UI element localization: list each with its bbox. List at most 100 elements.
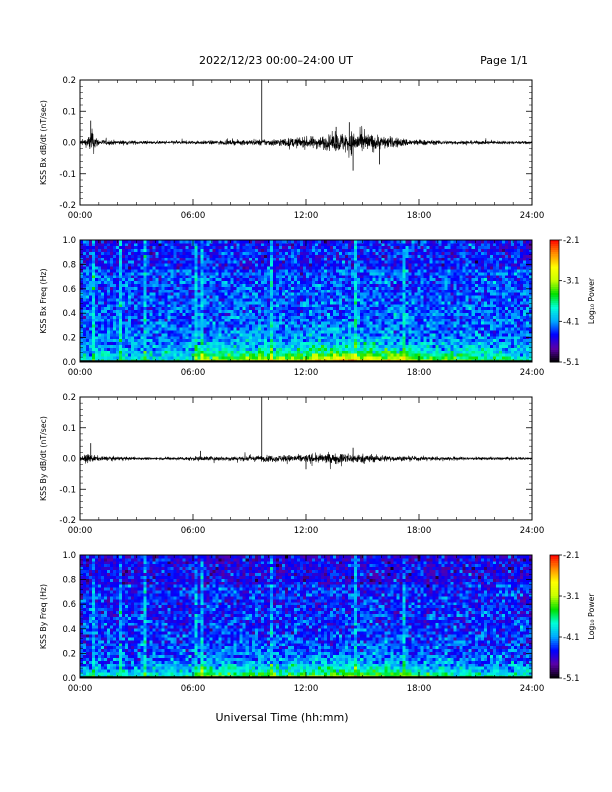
by-spectrogram-panel: 1.0 0.8 0.6 0.4 0.2 0.0 KSS By Freq (Hz) 00:00 0…: [39, 551, 596, 694]
colorbar-step: [550, 637, 559, 640]
colorbar-step: [550, 565, 559, 568]
colorbar-step: [550, 280, 559, 284]
colorbar-step: [550, 651, 559, 654]
colorbar-tick-label: -3.1: [563, 592, 580, 602]
colorbar-step: [550, 258, 559, 261]
colorbar-step: [550, 589, 559, 593]
y-tick-label: 0.0: [62, 674, 76, 684]
colorbar-step: [550, 321, 559, 324]
colorbar: -2.1 -3.1 -4.1 -5.1 Log₁₀ Power: [549, 551, 596, 684]
colorbar-step: [550, 313, 559, 316]
x-tick-label: 12:00: [294, 526, 319, 536]
y-tick-label: 0.0: [62, 358, 76, 368]
colorbar-step: [550, 598, 559, 601]
colorbar-step: [550, 288, 559, 292]
x-tick-label: 18:00: [407, 368, 432, 378]
colorbar-step: [550, 260, 559, 263]
x-tick-label: 00:00: [68, 684, 93, 694]
colorbar-step: [550, 323, 559, 326]
y-tick-label: 0.4: [62, 309, 76, 319]
x-tick-label: 24:00: [520, 526, 545, 536]
colorbar-step: [550, 268, 559, 271]
colorbar-step: [550, 665, 559, 669]
colorbar-step: [550, 242, 559, 245]
colorbar-step: [550, 240, 559, 243]
x-tick-label: 12:00: [294, 211, 319, 221]
colorbar-step: [550, 272, 559, 276]
x-tick-label: 24:00: [520, 368, 545, 378]
colorbar-step: [550, 250, 559, 253]
colorbar-tick-label: -4.1: [563, 633, 580, 643]
colorbar-step: [550, 585, 559, 589]
colorbar-step: [550, 659, 559, 663]
colorbar-step: [550, 626, 559, 630]
colorbar-tick-label: -5.1: [563, 674, 580, 684]
y-tick-label: 0.0: [62, 139, 76, 149]
colorbar-step: [550, 256, 559, 259]
colorbar-step: [550, 315, 559, 318]
colorbar-step: [550, 593, 559, 597]
colorbar-step: [550, 327, 559, 330]
colorbar-step: [550, 567, 559, 570]
colorbar-step: [550, 579, 559, 583]
colorbar-step: [550, 329, 559, 332]
colorbar-tick-label: -2.1: [563, 551, 580, 561]
colorbar-step: [550, 604, 559, 607]
x-tick-label: 18:00: [407, 684, 432, 694]
colorbar-step: [550, 301, 559, 304]
colorbar-step: [550, 254, 559, 257]
colorbar-step: [550, 669, 559, 673]
y-tick-label: 1.0: [62, 236, 76, 246]
page-number: Page 1/1: [480, 54, 528, 67]
y-tick-label: 1.0: [62, 551, 76, 561]
y-tick-label: 0.1: [62, 424, 76, 434]
y-tick-label: -0.2: [59, 201, 76, 211]
y-tick-label: 0.2: [62, 649, 76, 659]
colorbar-step: [550, 645, 559, 648]
colorbar-step: [550, 325, 559, 328]
colorbar-step: [550, 606, 559, 609]
colorbar-step: [550, 335, 559, 339]
colorbar-step: [550, 628, 559, 632]
colorbar-step: [550, 614, 559, 617]
y-tick-label: 0.4: [62, 625, 76, 635]
colorbar-step: [550, 612, 559, 615]
colorbar-step: [550, 278, 559, 282]
y-tick-label: 0.2: [62, 76, 76, 86]
colorbar-step: [550, 292, 559, 296]
colorbar-step: [550, 663, 559, 667]
colorbar-step: [550, 305, 559, 308]
colorbar-step: [550, 557, 559, 560]
colorbar-step: [550, 319, 559, 322]
y-axis-label: KSS By dB/dt (nT/sec): [39, 416, 48, 501]
x-tick-label: 18:00: [407, 526, 432, 536]
colorbar-step: [550, 353, 559, 357]
x-tick-label: 24:00: [520, 211, 545, 221]
colorbar-step: [550, 608, 559, 611]
colorbar-step: [550, 347, 559, 351]
colorbar-step: [550, 276, 559, 280]
y-tick-label: -0.1: [59, 485, 76, 495]
colorbar-label: Log₁₀ Power: [587, 593, 596, 640]
colorbar-step: [550, 284, 559, 288]
colorbar-step: [550, 274, 559, 278]
colorbar-step: [550, 647, 559, 650]
figure-title: 2022/12/23 00:00–24:00 UT: [199, 54, 353, 67]
colorbar-step: [550, 634, 559, 638]
colorbar-step: [550, 632, 559, 636]
colorbar-step: [550, 555, 559, 558]
colorbar-step: [550, 248, 559, 251]
colorbar-step: [550, 600, 559, 603]
colorbar-step: [550, 311, 559, 314]
colorbar-step: [550, 620, 559, 624]
colorbar-tick-label: -5.1: [563, 358, 580, 368]
colorbar-frame: [549, 239, 560, 363]
bx-waveform-series-line: [79, 125, 533, 158]
colorbar: -2.1 -3.1 -4.1 -5.1 Log₁₀ Power: [549, 236, 596, 368]
bx-spectrogram-panel: 1.0 0.8 0.6 0.4 0.2 0.0 KSS Bx Freq (Hz) 00:00 0…: [39, 236, 596, 378]
colorbar-step: [550, 331, 559, 335]
by-waveform-panel: 0.2 0.1 0.0 -0.1 -0.2 KSS By dB/dt (nT/sec) 00…: [39, 393, 544, 536]
colorbar-step: [550, 587, 559, 591]
colorbar-step: [550, 317, 559, 320]
